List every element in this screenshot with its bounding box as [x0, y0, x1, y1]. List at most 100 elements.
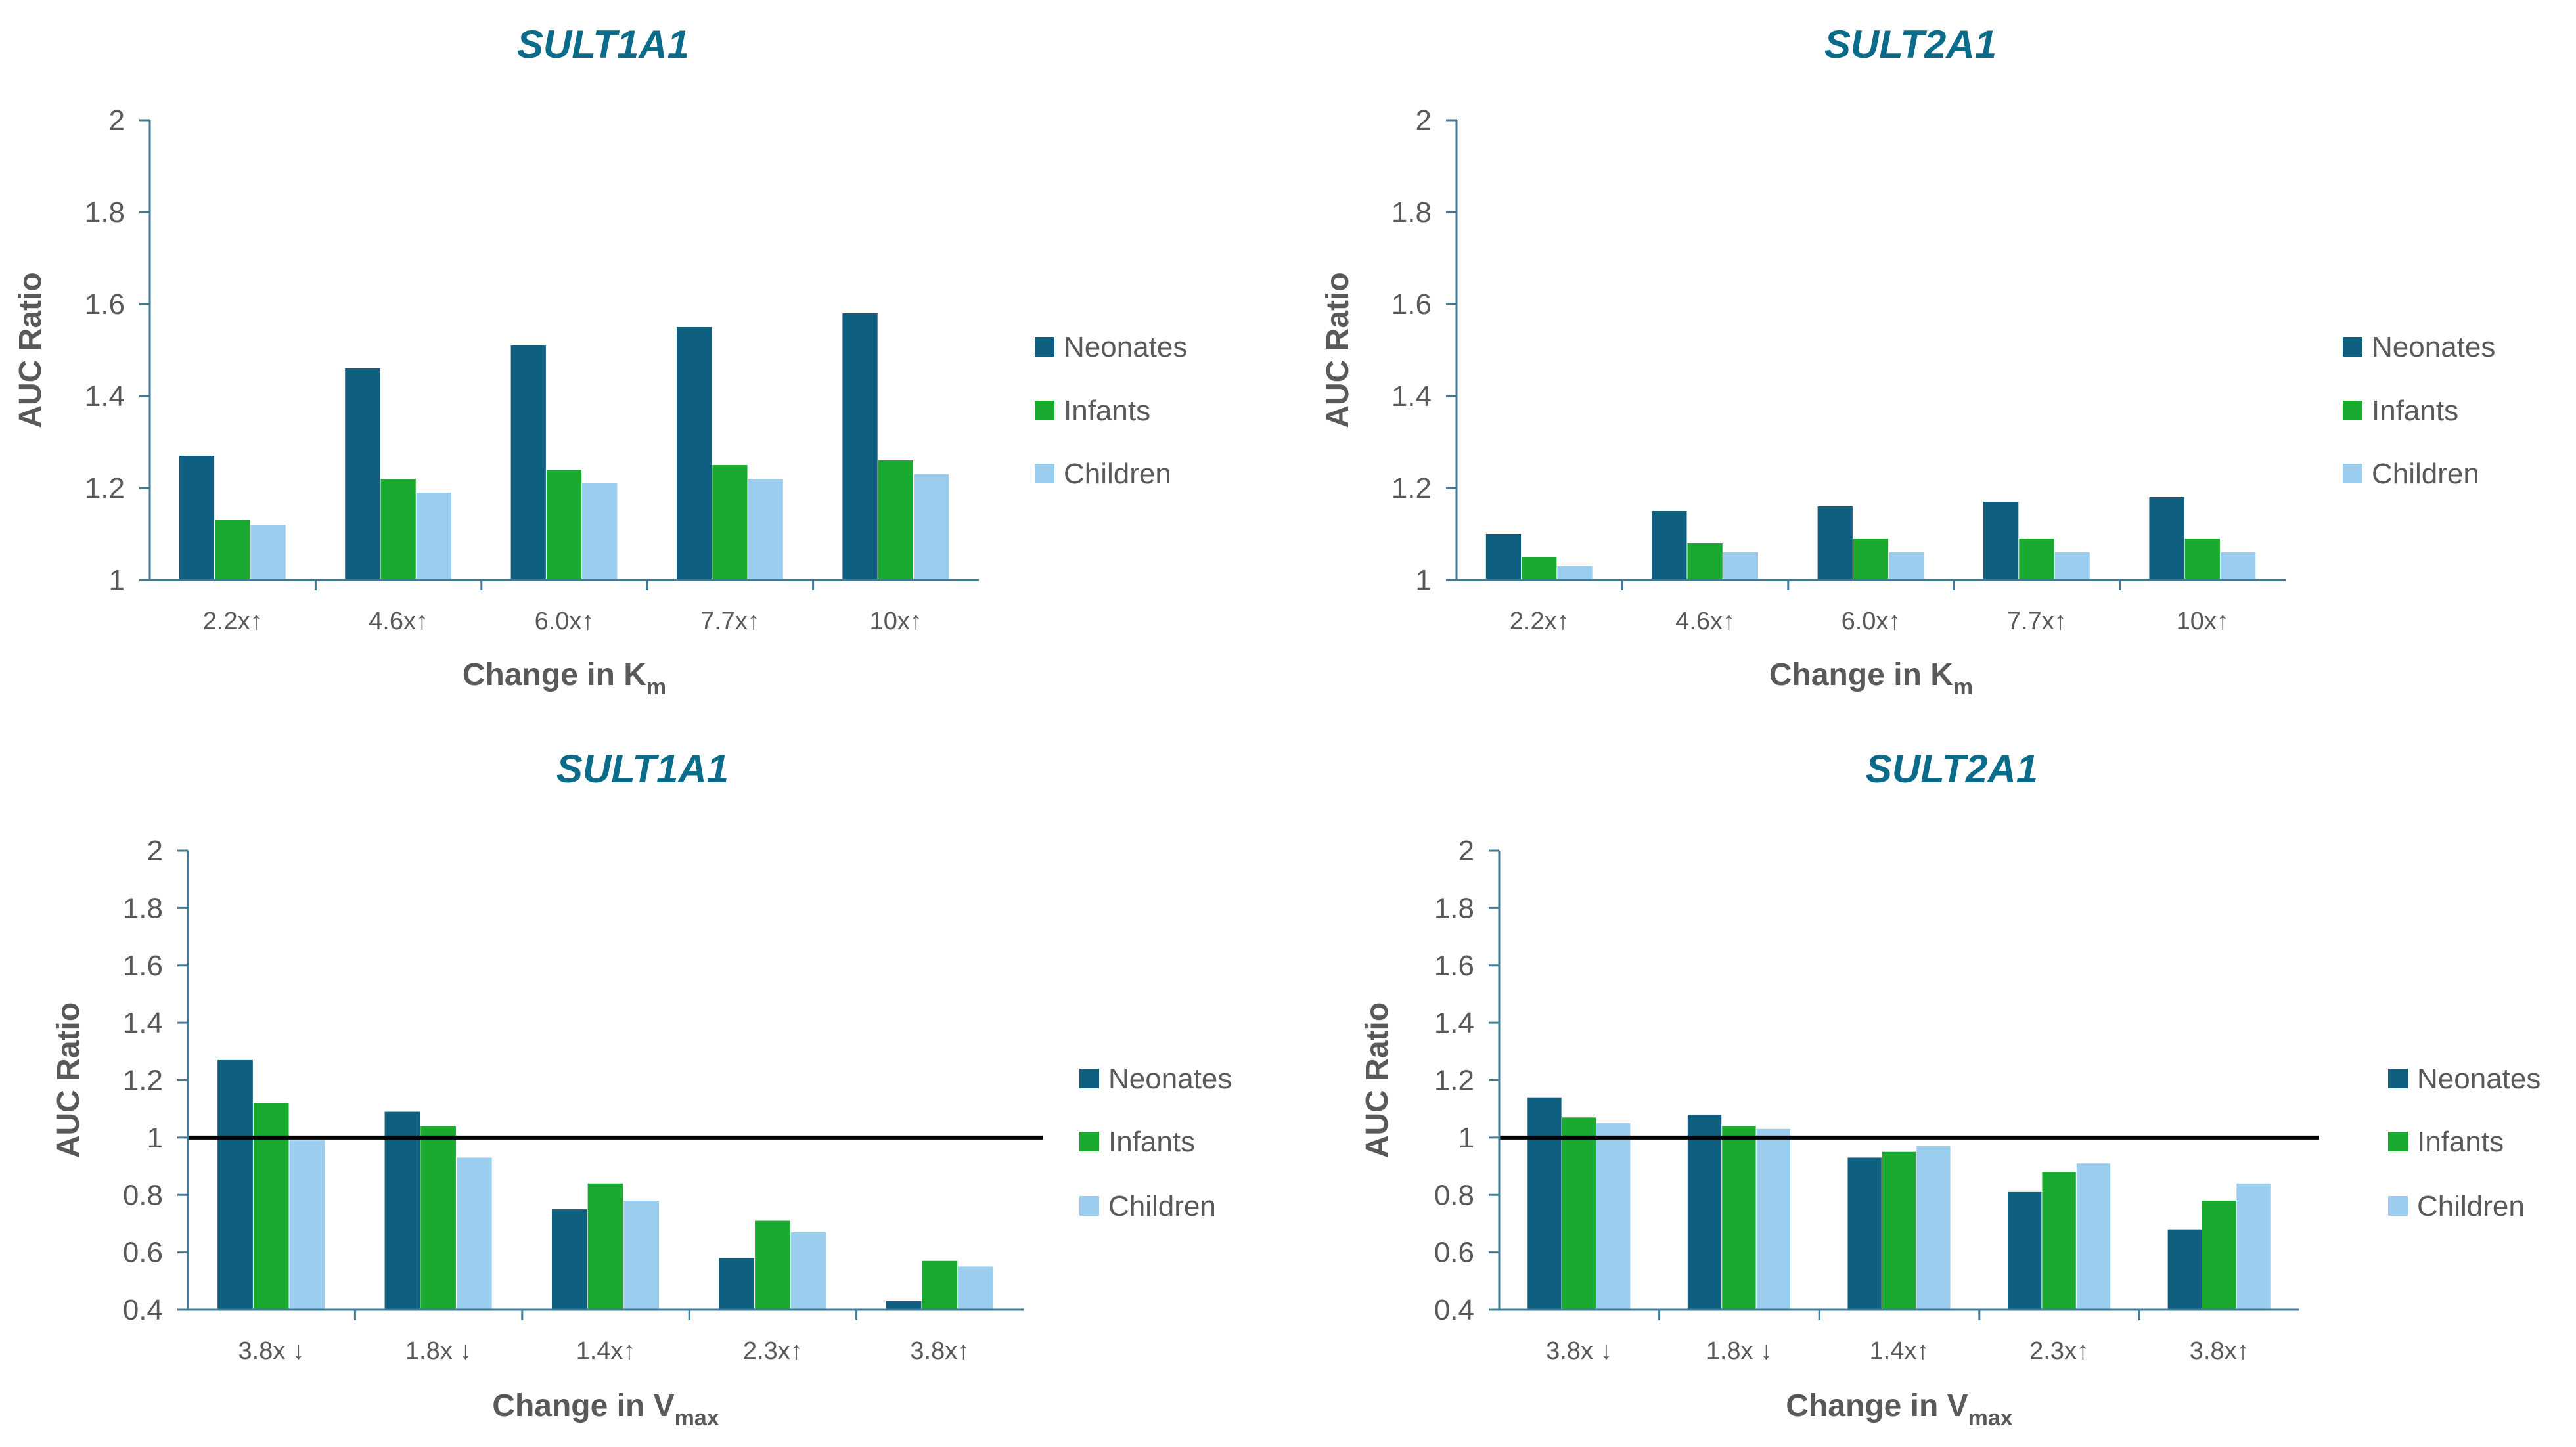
bar-infants: [922, 1260, 958, 1310]
bar-neonates: [2149, 497, 2184, 580]
bar-children: [623, 1200, 660, 1310]
y-tick-label: 1.6: [123, 950, 163, 982]
legend-swatch-infants: [1035, 401, 1054, 420]
x-tick-label: 6.0x↑: [1842, 608, 1901, 635]
legend-swatch-infants: [1079, 1132, 1099, 1151]
bar-children: [1723, 552, 1758, 580]
x-tick-label: 1.8x ↓: [405, 1337, 472, 1365]
y-tick-label: 1.6: [1434, 950, 1474, 982]
y-tick-label: 2: [147, 835, 163, 867]
x-tick-label: 3.8x↑: [2190, 1337, 2249, 1365]
bar-children: [2236, 1183, 2271, 1310]
bar-children: [913, 474, 949, 580]
chart-title: SULT2A1: [1866, 747, 2038, 791]
bar-children: [958, 1266, 993, 1310]
x-tick-label: 3.8x ↓: [1546, 1337, 1612, 1365]
bar-children: [1557, 566, 1593, 580]
chart-svg: SULT2A1 AUC Ratio 0.4 0.6 0.8 1 1.2 1.4 1.6 1.8 2 3…: [1360, 747, 2541, 1431]
x-tick-label: 2.2x↑: [1510, 608, 1570, 635]
y-tick-label: 1.4: [1391, 380, 1432, 412]
y-tick-label: 2: [109, 104, 125, 137]
chart-svg: SULT1A1 AUC Ratio 1 1.2 1.4 1.6 1.8 2 2.2x↑ 4.6x↑…: [13, 22, 1187, 700]
bar-children: [1916, 1146, 1951, 1310]
y-tick-label: 2: [1416, 104, 1432, 137]
x-tick-label: 6.0x↑: [535, 608, 595, 635]
y-tick-label: 1: [109, 564, 125, 596]
legend-label-neonates: Neonates: [2417, 1063, 2541, 1095]
bar-children: [250, 525, 286, 580]
bar-neonates: [2167, 1229, 2202, 1310]
chart-panel-vmax-sult2a1: SULT2A1 AUC Ratio 0.4 0.6 0.8 1 1.2 1.4 1.6 1.8 2 3…: [1288, 723, 2575, 1446]
x-tick-label: 4.6x↑: [369, 608, 428, 635]
chart-panel-vmax-sult1a1: SULT1A1 AUC Ratio 0.4 0.6 0.8 1 1.2 1.4 1.6 1.8 2 3…: [0, 723, 1288, 1446]
legend-label-infants: Infants: [2417, 1126, 2504, 1158]
bar-neonates: [719, 1258, 755, 1310]
y-tick-label: 1.2: [1434, 1065, 1474, 1097]
bar-children: [790, 1232, 826, 1310]
bar-children: [1756, 1128, 1790, 1310]
x-axis-label: Change in Km: [463, 657, 666, 700]
bar-infants: [215, 520, 250, 580]
y-tick-label: 1: [147, 1122, 163, 1154]
bar-neonates: [551, 1209, 587, 1310]
x-tick-label: 7.7x↑: [700, 608, 760, 635]
bar-infants: [420, 1126, 456, 1310]
chart-svg: SULT1A1 AUC Ratio 0.4 0.6 0.8 1 1.2 1.4 1.6 1.8 2 3…: [51, 747, 1232, 1431]
chart-title: SULT1A1: [517, 22, 689, 66]
legend-swatch-infants: [2388, 1132, 2408, 1151]
legend-label-children: Children: [1108, 1190, 1216, 1222]
legend-swatch-neonates: [1079, 1069, 1099, 1088]
bar-neonates: [217, 1059, 253, 1310]
y-tick-label: 1.4: [1434, 1007, 1474, 1039]
bar-neonates: [677, 327, 712, 580]
bar-neonates: [1983, 502, 2019, 580]
x-tick-label: 1.8x ↓: [1706, 1337, 1773, 1365]
legend-label-neonates: Neonates: [1064, 331, 1187, 363]
bar-infants: [1853, 539, 1889, 580]
y-tick-label: 1.2: [85, 472, 125, 504]
y-axis-label: AUC Ratio: [1321, 272, 1355, 428]
legend-swatch-children: [1035, 464, 1054, 483]
legend-swatch-children: [2343, 464, 2362, 483]
legend-label-neonates: Neonates: [1108, 1063, 1232, 1095]
y-tick-label: 1.6: [85, 288, 125, 321]
y-tick-label: 1: [1458, 1122, 1474, 1154]
x-tick-label: 4.6x↑: [1675, 608, 1735, 635]
bar-neonates: [345, 368, 380, 580]
chart-panel-km-sult1a1: SULT1A1 AUC Ratio 1 1.2 1.4 1.6 1.8 2 2.2x↑ 4.6x↑…: [0, 0, 1288, 723]
bar-children: [1889, 552, 1924, 580]
y-tick-label: 0.4: [1434, 1294, 1474, 1326]
legend-label-neonates: Neonates: [2372, 331, 2495, 363]
x-tick-label: 7.7x↑: [2007, 608, 2067, 635]
bar-neonates: [1847, 1157, 1882, 1310]
bar-neonates: [1817, 506, 1853, 580]
bar-infants: [2184, 539, 2220, 580]
bar-children: [456, 1157, 492, 1310]
bar-infants: [755, 1220, 790, 1310]
bar-children: [582, 483, 618, 580]
y-tick-label: 0.8: [1434, 1179, 1474, 1211]
bar-infants: [1882, 1151, 1916, 1310]
x-tick-label: 1.4x↑: [576, 1337, 636, 1365]
bar-infants: [380, 479, 416, 580]
x-tick-label: 3.8x↑: [910, 1337, 970, 1365]
bar-infants: [712, 465, 748, 580]
legend-label-children: Children: [2417, 1190, 2525, 1222]
legend-swatch-neonates: [1035, 337, 1054, 357]
y-axis-label: AUC Ratio: [13, 272, 48, 428]
chart-svg: SULT2A1 AUC Ratio 1 1.2 1.4 1.6 1.8 2 2.2x↑ 4.6x↑…: [1321, 22, 2495, 700]
bar-infants: [546, 470, 582, 580]
x-tick-label: 2.3x↑: [743, 1337, 803, 1365]
chart-title: SULT2A1: [1824, 22, 1997, 66]
y-tick-label: 1.2: [1391, 472, 1432, 504]
x-tick-label: 10x↑: [2177, 608, 2229, 635]
bar-infants: [587, 1183, 623, 1310]
legend-label-infants: Infants: [1108, 1126, 1195, 1158]
x-tick-label: 1.4x↑: [1870, 1337, 1930, 1365]
x-axis-label: Change in Vmax: [492, 1389, 719, 1431]
chart-title: SULT1A1: [556, 747, 729, 791]
y-axis-label: AUC Ratio: [1360, 1002, 1395, 1158]
legend-label-children: Children: [1064, 458, 1171, 490]
y-tick-label: 0.6: [123, 1237, 163, 1269]
legend-label-children: Children: [2372, 458, 2479, 490]
